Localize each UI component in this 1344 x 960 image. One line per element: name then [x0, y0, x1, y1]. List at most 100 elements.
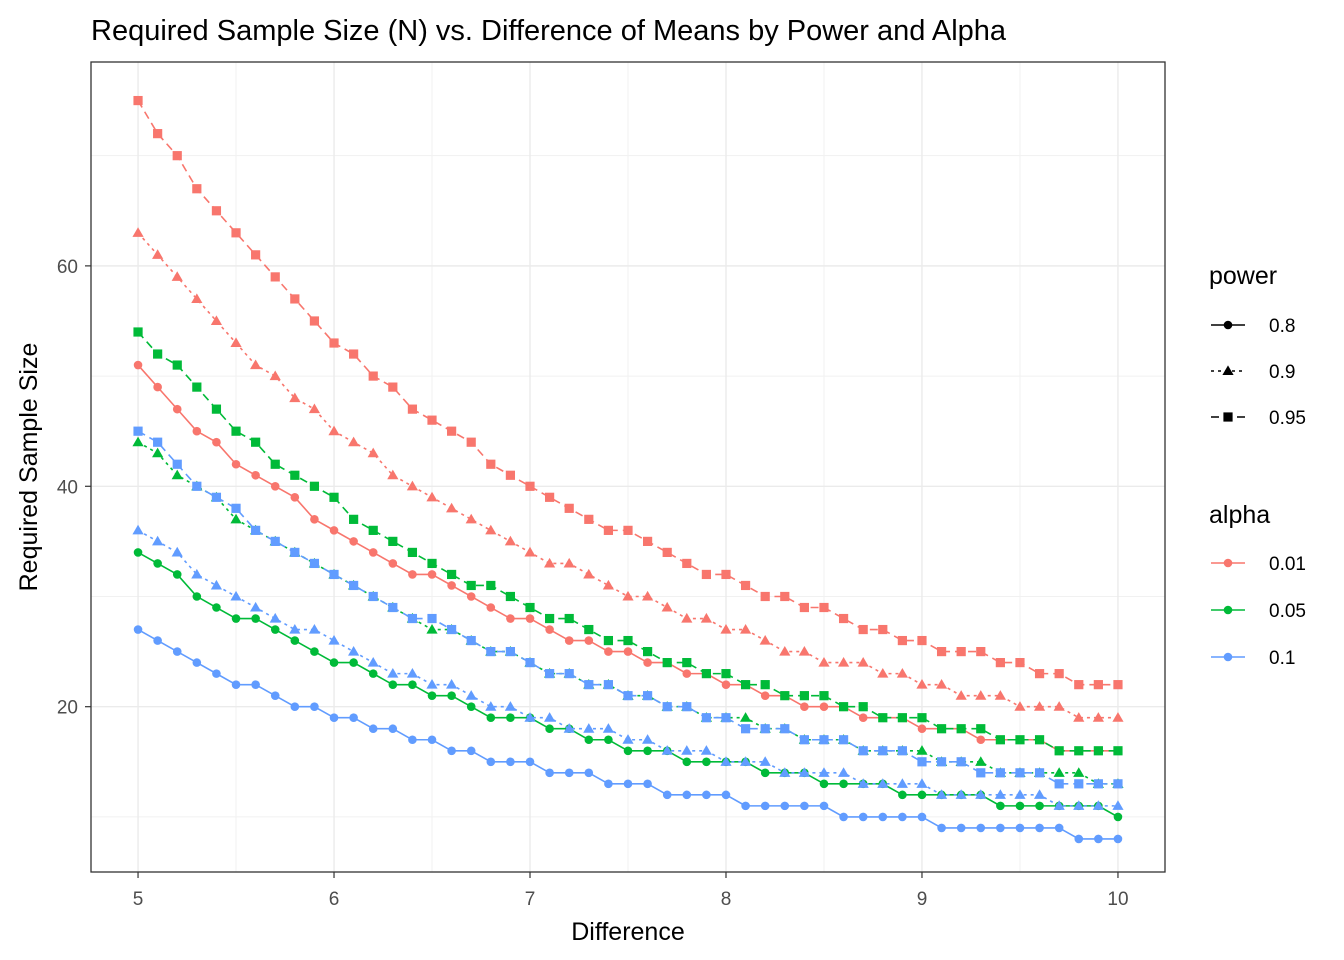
data-point [408, 735, 417, 745]
data-point [721, 790, 731, 800]
data-point [936, 757, 947, 767]
data-point [310, 647, 319, 656]
data-point [898, 790, 907, 800]
data-point [563, 723, 575, 733]
y-tick-label: 20 [57, 698, 78, 719]
data-point [760, 724, 770, 734]
data-point [270, 481, 280, 491]
data-point [447, 569, 457, 580]
data-point [251, 680, 260, 689]
data-point [329, 569, 339, 580]
data-point [857, 778, 869, 788]
data-point [682, 558, 692, 569]
data-point [426, 491, 438, 502]
data-point [1034, 669, 1045, 679]
data-point [524, 546, 536, 557]
data-point [447, 691, 456, 700]
data-point [956, 646, 966, 657]
data-point [1092, 712, 1104, 722]
data-point [407, 547, 418, 558]
data-point [1014, 789, 1026, 799]
data-point [642, 536, 653, 546]
data-point [604, 779, 613, 789]
data-point [153, 437, 163, 447]
data-point [603, 525, 614, 535]
data-point [1093, 779, 1103, 789]
data-point [387, 469, 399, 480]
data-point [838, 702, 849, 712]
y-tick-label: 40 [57, 477, 78, 498]
data-point [211, 404, 222, 414]
legend-power-label: 0.9 [1269, 362, 1295, 383]
data-point [642, 646, 653, 657]
data-point [896, 778, 908, 788]
data-point [798, 767, 810, 777]
data-point [662, 547, 672, 558]
data-point [270, 459, 280, 469]
data-point [1074, 680, 1084, 690]
data-point [641, 734, 654, 744]
data-point [388, 382, 398, 392]
data-point [819, 602, 829, 613]
data-point [251, 614, 260, 623]
data-point [251, 470, 260, 480]
data-point [702, 790, 711, 800]
data-point [819, 691, 829, 701]
series-line [137, 430, 1118, 785]
data-point [446, 502, 458, 513]
data-point [604, 735, 613, 745]
data-point [1094, 834, 1103, 844]
legend-alpha-item: 0.05 [1211, 601, 1306, 622]
data-point [388, 680, 398, 689]
data-point [525, 602, 535, 613]
data-point [917, 790, 927, 800]
data-point [466, 635, 476, 646]
data-point [760, 768, 770, 778]
data-point [1015, 801, 1025, 811]
data-point [897, 746, 907, 756]
data-point [935, 789, 948, 799]
data-point [191, 568, 203, 579]
data-point [251, 437, 261, 447]
data-point [800, 702, 809, 711]
panel-border [90, 61, 1166, 873]
data-point [563, 557, 575, 568]
legend-power-label: 0.8 [1269, 316, 1295, 337]
data-point [172, 459, 182, 469]
data-point [210, 315, 223, 326]
data-point [1015, 658, 1025, 668]
data-point [171, 469, 183, 480]
data-point [564, 669, 574, 679]
data-point [818, 767, 830, 777]
data-point [700, 612, 712, 623]
data-point [604, 647, 613, 656]
data-point [1033, 701, 1046, 711]
data-point [701, 669, 711, 679]
data-point [308, 623, 321, 634]
legend-power-item: 0.9 [1211, 362, 1295, 383]
x-tick-label: 9 [917, 889, 928, 910]
data-point [1034, 768, 1045, 778]
data-point [760, 680, 770, 690]
data-point [545, 492, 555, 502]
data-point [349, 349, 359, 359]
data-point [760, 691, 770, 700]
data-point [172, 360, 182, 370]
data-point [329, 658, 339, 667]
data-point [701, 713, 711, 723]
data-point [309, 481, 320, 491]
data-point [525, 614, 535, 623]
data-point [976, 724, 986, 734]
data-point [583, 723, 595, 733]
data-point [388, 559, 398, 568]
data-point [917, 757, 927, 767]
x-tick-label: 7 [525, 889, 536, 910]
data-point [388, 602, 398, 613]
data-point [682, 790, 692, 800]
data-point [289, 392, 301, 403]
data-point [1112, 712, 1124, 722]
data-point [133, 95, 143, 106]
data-point [819, 801, 829, 811]
data-point [584, 680, 594, 690]
data-point [720, 756, 732, 766]
